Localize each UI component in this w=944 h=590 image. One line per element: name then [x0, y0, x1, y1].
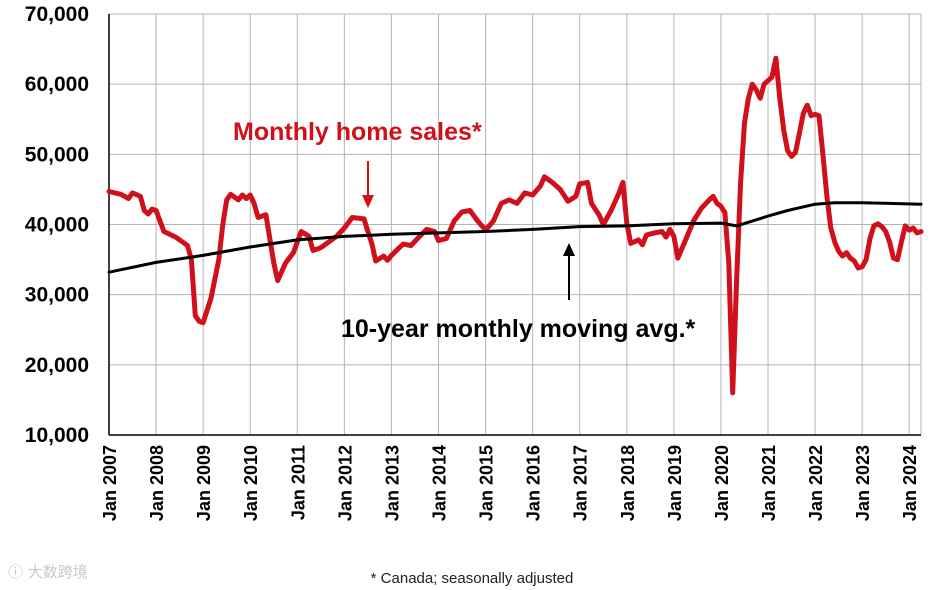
x-tick-label: Jan 2019: [665, 445, 685, 521]
footnote: * Canada; seasonally adjusted: [370, 570, 574, 587]
x-tick-label: Jan 2011: [288, 445, 308, 520]
x-tick-label: Jan 2016: [524, 445, 544, 521]
x-tick-label: Jan 2013: [382, 445, 402, 521]
x-axis-tick-labels: Jan 2007 Jan 2008 Jan 2009 Jan 2010 Jan 2011…: [100, 445, 920, 521]
x-tick-label: Jan 2017: [571, 445, 591, 521]
watermark: ⓘ 大数跨境: [8, 561, 88, 582]
series-lines: [106, 55, 924, 396]
x-tick-label: Jan 2024: [900, 445, 920, 521]
annotation-monthly-home-sales: Monthly home sales*: [233, 118, 482, 146]
x-tick-label: Jan 2023: [853, 445, 873, 521]
x-tick-label: Jan 2010: [241, 445, 261, 521]
x-tick-label: Jan 2018: [618, 445, 638, 521]
y-tick-label: 50,000: [25, 143, 89, 166]
y-tick-label: 10,000: [25, 424, 89, 447]
annotation-arrowhead-red: [362, 195, 374, 208]
y-axis-tick-labels: 10,000 20,000 30,000 40,000 50,000 60,000 70,0…: [25, 3, 89, 447]
x-tick-label: Jan 2007: [100, 445, 120, 521]
x-tick-label: Jan 2021: [759, 445, 779, 521]
x-tick-label: Jan 2008: [147, 445, 167, 521]
gridlines: [108, 13, 922, 436]
y-tick-label: 40,000: [25, 214, 89, 237]
series-line-monthly-home-sales: [106, 55, 924, 396]
x-tick-label: Jan 2015: [477, 445, 497, 521]
x-tick-label: Jan 2014: [430, 445, 450, 521]
watermark-logo-icon: ⓘ: [8, 563, 24, 581]
x-tick-label: Jan 2009: [194, 445, 214, 521]
annotations: Monthly home sales* 10-year monthly movi…: [233, 118, 696, 343]
series-line-moving-average: [107, 201, 923, 274]
watermark-text: 大数跨境: [27, 563, 88, 581]
x-tick-label: Jan 2020: [712, 445, 732, 521]
annotation-arrowhead-black: [563, 243, 575, 256]
x-tick-label: Jan 2022: [806, 445, 826, 521]
y-tick-label: 20,000: [25, 354, 89, 377]
chart: 10,000 20,000 30,000 40,000 50,000 60,000 70,0…: [25, 3, 924, 521]
y-tick-label: 60,000: [25, 73, 89, 96]
y-tick-label: 70,000: [25, 3, 89, 26]
y-tick-label: 30,000: [25, 284, 89, 307]
annotation-moving-average: 10-year monthly moving avg.*: [341, 315, 696, 343]
x-tick-label: Jan 2012: [335, 445, 355, 521]
